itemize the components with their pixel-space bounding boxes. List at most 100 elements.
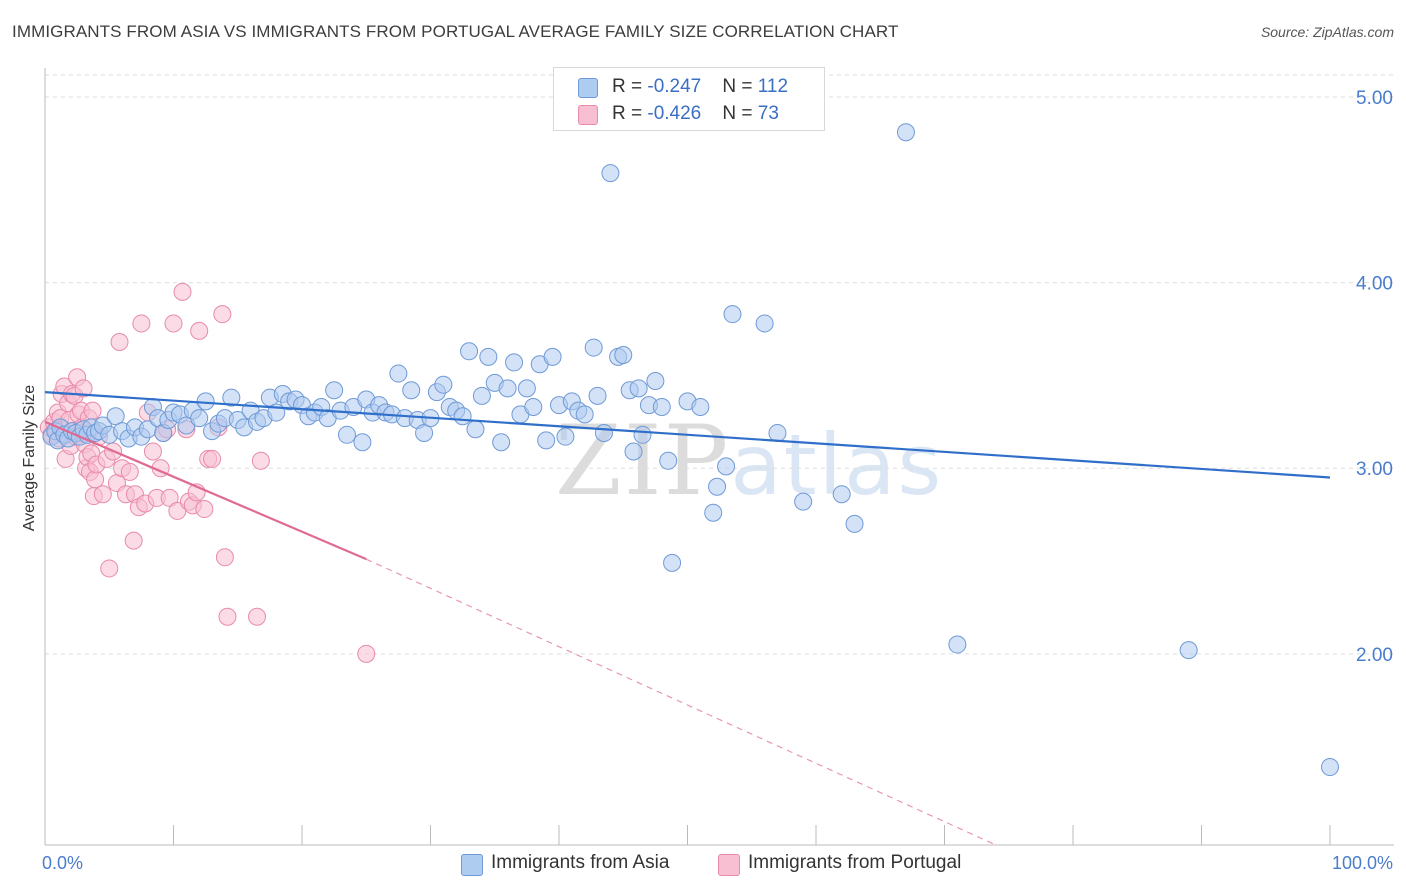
asia-point — [466, 420, 485, 439]
asia-point — [498, 379, 517, 398]
asia-point — [646, 371, 665, 390]
asia-point — [222, 388, 241, 407]
bottom-portugal-label: Immigrants from Portugal — [748, 852, 962, 873]
portugal-n-label: N = — [722, 103, 758, 124]
correlation-legend: R = -0.247 N = 112 R = -0.426 N = 73 — [553, 67, 825, 131]
asia-point — [524, 397, 543, 416]
portugal-point — [83, 401, 102, 420]
asia-point — [1179, 641, 1198, 660]
portugal-point — [93, 485, 112, 504]
portugal-point — [215, 548, 234, 567]
y-tick-label: 5.00 — [1356, 88, 1393, 109]
portugal-point — [74, 379, 93, 398]
asia-point — [505, 353, 524, 372]
asia-point — [434, 375, 453, 394]
bottom-portugal-swatch — [718, 854, 740, 876]
asia-point — [337, 425, 356, 444]
asia-point — [584, 338, 603, 357]
asia-point — [845, 514, 864, 533]
asia-point — [575, 405, 594, 424]
portugal-point — [357, 644, 376, 663]
asia-point — [537, 431, 556, 450]
asia-point — [624, 442, 643, 461]
asia-point — [190, 409, 209, 428]
asia-point — [614, 345, 633, 364]
portugal-point — [251, 451, 270, 470]
portugal-point — [173, 282, 192, 301]
asia-point — [594, 423, 613, 442]
asia-point — [629, 379, 648, 398]
asia-point — [832, 485, 851, 504]
portugal-point — [218, 607, 237, 626]
y-tick-label: 3.00 — [1356, 459, 1393, 480]
asia-point — [896, 123, 915, 142]
asia-point — [556, 427, 575, 446]
asia-point — [472, 386, 491, 405]
portugal-point — [190, 321, 209, 340]
asia-point — [353, 433, 372, 452]
asia-point — [453, 407, 472, 426]
portugal-point — [213, 305, 232, 324]
portugal-trend-extension — [366, 558, 997, 846]
asia-point — [704, 503, 723, 522]
asia-r-label: R = — [612, 76, 648, 97]
asia-point — [691, 397, 710, 416]
asia-point — [588, 386, 607, 405]
portugal-point — [100, 559, 119, 578]
asia-r-value: -0.247 — [647, 76, 702, 97]
portugal-point — [110, 333, 129, 352]
asia-point — [1321, 758, 1339, 777]
asia-point — [794, 492, 813, 511]
asia-n-label: N = — [722, 76, 758, 97]
asia-trend-line — [44, 391, 1331, 479]
x-tick-label: 0.0% — [42, 853, 83, 873]
asia-point — [415, 423, 434, 442]
asia-point — [717, 457, 736, 476]
source-label: Source: ZipAtlas.com — [1260, 24, 1394, 40]
asia-swatch — [578, 78, 598, 98]
watermark: ZIPatlas — [555, 405, 943, 517]
bottom-asia-label: Immigrants from Asia — [491, 852, 670, 873]
portugal-points — [39, 282, 376, 663]
asia-point — [768, 423, 787, 442]
asia-point — [601, 164, 620, 183]
asia-point — [460, 342, 479, 361]
y-axis-label: Average Family Size — [21, 385, 38, 532]
portugal-n-value: 73 — [757, 103, 779, 124]
portugal-point — [248, 607, 267, 626]
portugal-point — [124, 531, 143, 550]
asia-points — [42, 123, 1339, 777]
portugal-point — [164, 314, 183, 333]
chart-title: IMMIGRANTS FROM ASIA VS IMMIGRANTS FROM … — [12, 22, 899, 41]
x-tick-label: 100.0% — [1332, 853, 1393, 873]
portugal-point — [120, 462, 139, 481]
asia-point — [948, 635, 967, 654]
asia-point — [517, 379, 536, 398]
asia-point — [708, 477, 727, 496]
portugal-r-label: R = — [612, 103, 648, 124]
asia-point — [755, 314, 774, 333]
tick-labels: 2.00 3.00 4.00 5.00 0.0% 100.0% — [42, 88, 1393, 873]
asia-point — [325, 381, 344, 400]
asia-point — [723, 305, 742, 324]
asia-point — [663, 553, 682, 572]
portugal-point — [203, 449, 222, 468]
asia-point — [659, 451, 678, 470]
asia-point — [389, 364, 408, 383]
asia-n-value: 112 — [757, 76, 789, 97]
asia-point — [402, 381, 421, 400]
portugal-point — [143, 442, 162, 461]
portugal-point — [195, 500, 214, 519]
asia-point — [479, 347, 498, 366]
portugal-r-value: -0.426 — [647, 103, 702, 124]
portugal-point — [132, 314, 151, 333]
grid-lines — [45, 74, 1394, 655]
y-tick-label: 2.00 — [1356, 645, 1393, 666]
asia-point — [652, 397, 671, 416]
asia-point — [106, 407, 125, 426]
y-tick-label: 4.00 — [1356, 274, 1393, 295]
axes — [44, 68, 1394, 846]
watermark-zip: ZIP — [555, 405, 731, 517]
asia-point — [492, 433, 511, 452]
